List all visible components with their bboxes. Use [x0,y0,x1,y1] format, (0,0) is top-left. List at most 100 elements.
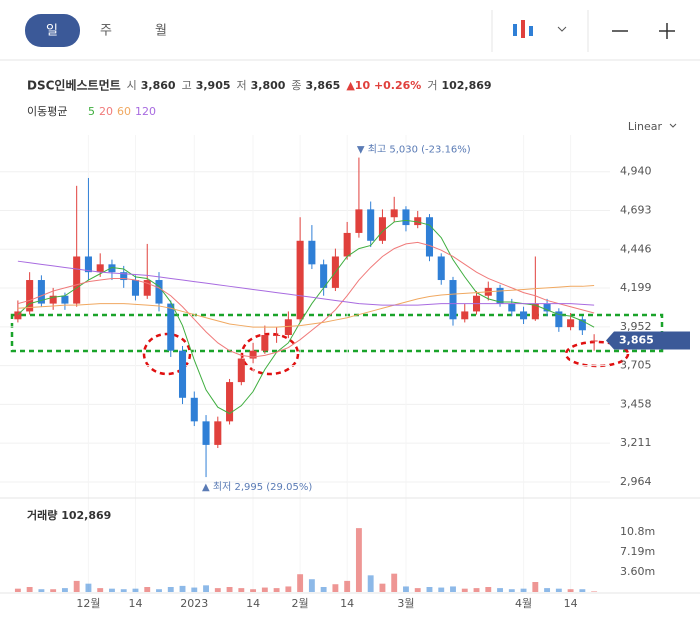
y-tick-label: 7.19m [620,545,655,558]
candle-body [190,397,198,422]
legend-entry: 60 [117,105,131,118]
candle-body [520,311,528,320]
moving-average [17,260,595,306]
candle-body [178,350,187,398]
volume-bar [379,583,386,592]
candle-body [414,217,422,226]
candle-body [143,280,151,296]
volume-bar [497,588,503,592]
volume-bar [426,587,433,592]
candle-body [37,280,45,304]
highlight-box [10,313,664,353]
highlight-circle [240,332,300,376]
candle-body [167,303,175,351]
tab-active[interactable] [25,14,80,47]
x-tick-label: 14 [340,597,354,610]
legend-entry: 5 [88,105,95,118]
price-change: ▲10 +0.26% [346,79,421,92]
y-tick-label: 4,446 [620,242,652,255]
candle-body [155,280,163,304]
volume-bar [261,587,268,592]
volume-bar [203,585,209,592]
last-price: 3,865 [619,333,654,346]
volume-bar [308,579,315,592]
tab[interactable]: 월 [155,24,167,39]
candle-body [202,421,210,445]
candle-body [449,280,457,320]
volume-bar [214,588,221,592]
field-value: 102,869 [441,79,491,92]
x-tick-label: 14 [564,597,578,610]
candle-body [425,217,434,257]
candle-body [308,240,316,265]
candle-body [84,256,92,273]
scale-mode[interactable]: Linear [628,120,663,133]
moving-average [17,285,595,328]
volume-bar [403,586,409,592]
stock-name: DSC인베스트먼트 [27,78,121,93]
volume-bar [508,589,515,592]
legend-entry: 120 [135,105,156,118]
field-label: 저 [237,79,247,92]
volume-bar [26,587,33,592]
field-value: 3,860 [141,79,176,92]
x-tick-label: 4월 [515,597,532,610]
dropdown[interactable] [669,123,677,128]
candle-body [543,303,551,312]
volume-bar [520,588,527,592]
volume-bar [438,587,445,592]
zoom-in[interactable] [659,23,675,39]
y-tick-label: 3.60m [620,565,655,578]
volume-bar [461,588,468,592]
candle-body [496,287,504,304]
volume-bar [579,589,586,592]
candle-body [73,256,81,304]
volume-bar [85,583,92,592]
volume-bar [485,587,492,592]
x-tick-label: 12월 [76,597,100,610]
candle-body [273,334,281,336]
volume-bar [14,588,21,592]
y-tick-label: 3,705 [620,359,652,372]
candle-body [261,334,269,351]
candle-body [461,311,469,320]
volume-bar [544,588,551,592]
field-value: 3,905 [196,79,231,92]
candle-body [61,295,69,304]
candle-body [14,311,22,320]
field-value: 3,865 [306,79,341,92]
volume-bar [555,588,562,592]
volume-bar [567,589,574,592]
volume-bar [238,588,245,592]
chart-type-icon[interactable] [513,20,567,38]
tab[interactable]: 일 [46,24,58,39]
y-tick-label: 10.8m [620,525,655,538]
candle-body [108,264,116,273]
candle-body [96,264,104,273]
volume-bar [355,528,362,592]
y-tick-label: 2,964 [620,475,652,488]
volume-bar [73,580,80,592]
volume-bar [320,587,327,592]
volume-bar [532,582,539,592]
tab[interactable]: 주 [100,24,112,39]
high-annotation: ▼ 최고 5,030 (-23.16%) [357,144,471,156]
volume-bar [450,586,456,592]
volume-bar [97,588,104,592]
volume-title: 거래량 102,869 [27,508,111,522]
volume-bar [391,573,398,592]
candle-body [214,421,222,445]
y-tick-label: 4,199 [620,281,652,294]
candle-body [237,358,245,383]
field-label: 고 [182,79,192,92]
candle-body [249,350,257,359]
ma-legend-title: 이동평균 [27,105,67,118]
volume-bar [250,589,257,592]
volume-bar [61,588,68,592]
x-tick-label: 14 [128,597,142,610]
candle-body [590,340,598,342]
candle-body [131,280,140,296]
moving-average [17,219,595,415]
x-tick-label: 2월 [292,597,309,610]
candle-body [296,240,304,320]
